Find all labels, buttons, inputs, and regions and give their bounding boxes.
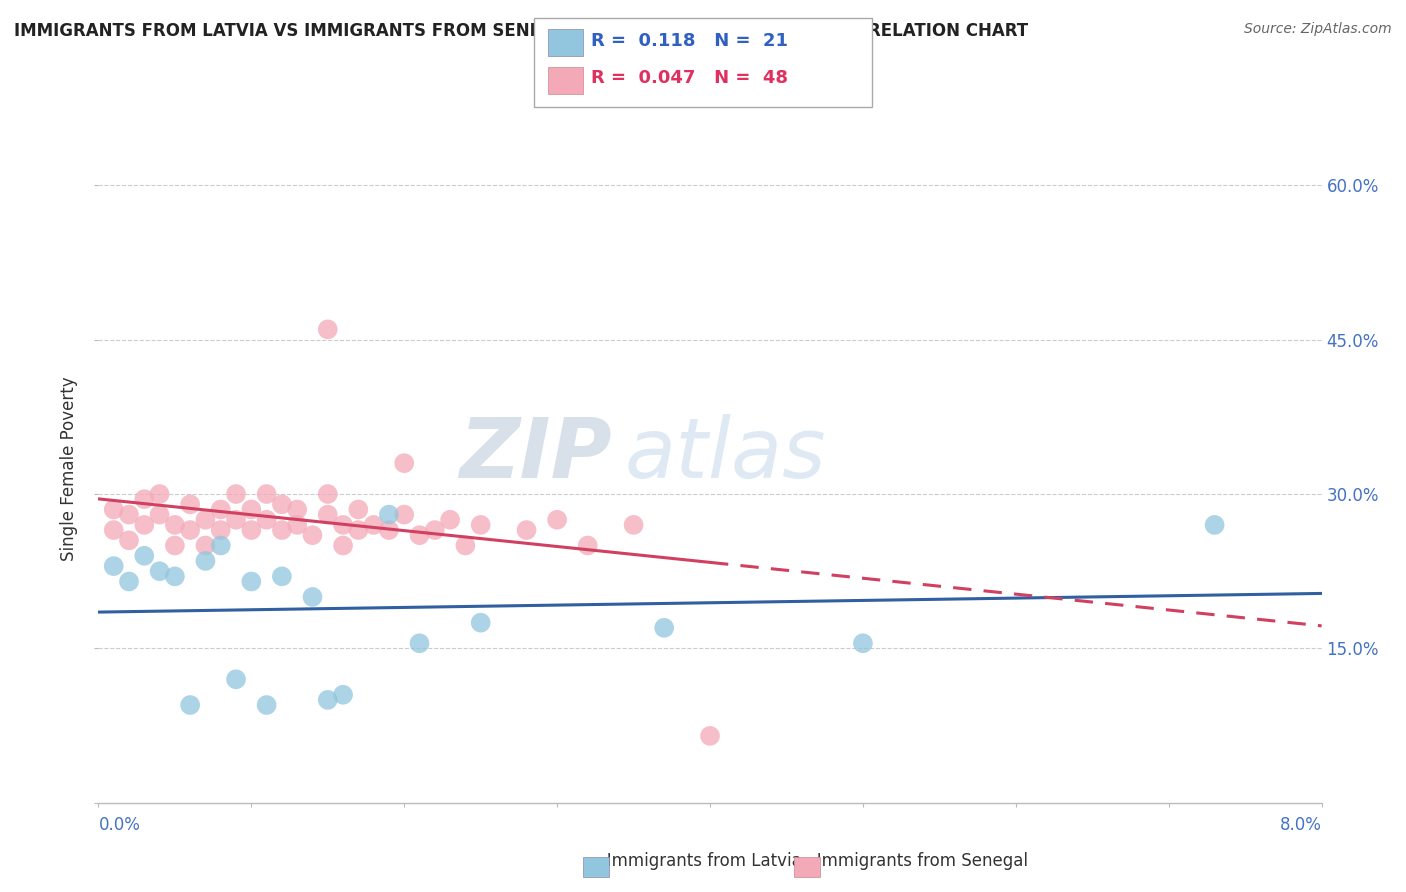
Point xyxy=(134,517,156,532)
Point xyxy=(240,502,263,516)
Point xyxy=(209,539,232,553)
Point xyxy=(256,513,278,527)
Text: IMMIGRANTS FROM LATVIA VS IMMIGRANTS FROM SENEGAL SINGLE FEMALE POVERTY CORRELAT: IMMIGRANTS FROM LATVIA VS IMMIGRANTS FRO… xyxy=(14,22,1028,40)
Point xyxy=(408,636,430,650)
Point xyxy=(194,554,217,568)
Point xyxy=(134,549,156,563)
Point xyxy=(163,517,186,532)
Point xyxy=(179,523,201,537)
Point xyxy=(285,502,308,516)
Point xyxy=(225,487,247,501)
Point xyxy=(699,729,721,743)
Point xyxy=(149,564,172,578)
Point xyxy=(163,539,186,553)
Point xyxy=(285,517,308,532)
Point xyxy=(118,508,141,522)
Point xyxy=(270,569,294,583)
Point xyxy=(103,559,125,574)
Point xyxy=(270,497,294,511)
Point xyxy=(454,539,477,553)
Point xyxy=(378,508,401,522)
Point xyxy=(332,688,354,702)
Point xyxy=(149,508,172,522)
Point xyxy=(179,497,201,511)
Point xyxy=(225,673,247,687)
Point xyxy=(316,508,339,522)
Point xyxy=(408,528,430,542)
Point xyxy=(363,517,385,532)
Point xyxy=(332,517,354,532)
Point xyxy=(392,456,416,470)
Point xyxy=(134,492,156,507)
Point xyxy=(118,533,141,548)
Point xyxy=(516,523,538,537)
Point xyxy=(470,517,492,532)
Point xyxy=(439,513,461,527)
Text: 8.0%: 8.0% xyxy=(1279,816,1322,834)
Point xyxy=(347,523,370,537)
Point xyxy=(316,693,339,707)
Text: ZIP: ZIP xyxy=(460,415,612,495)
Y-axis label: Single Female Poverty: Single Female Poverty xyxy=(60,376,79,560)
Text: R =  0.118   N =  21: R = 0.118 N = 21 xyxy=(591,32,787,50)
Point xyxy=(256,487,278,501)
Point xyxy=(852,636,875,650)
Point xyxy=(378,523,401,537)
Point xyxy=(1204,517,1226,532)
Point xyxy=(103,502,125,516)
Point xyxy=(225,513,247,527)
Point xyxy=(623,517,645,532)
Point xyxy=(270,523,294,537)
Point xyxy=(194,539,217,553)
Point xyxy=(316,487,339,501)
Point xyxy=(470,615,492,630)
Point xyxy=(546,513,568,527)
Point xyxy=(149,487,172,501)
Text: Immigrants from Senegal: Immigrants from Senegal xyxy=(801,852,1028,870)
Point xyxy=(347,502,370,516)
Point xyxy=(256,698,278,712)
Text: Immigrants from Latvia: Immigrants from Latvia xyxy=(591,852,801,870)
Point xyxy=(652,621,675,635)
Point xyxy=(103,523,125,537)
Point xyxy=(240,574,263,589)
Text: 0.0%: 0.0% xyxy=(98,816,141,834)
Point xyxy=(332,539,354,553)
Point xyxy=(209,502,232,516)
Text: Source: ZipAtlas.com: Source: ZipAtlas.com xyxy=(1244,22,1392,37)
Point xyxy=(301,528,323,542)
Point xyxy=(423,523,446,537)
Point xyxy=(240,523,263,537)
Point xyxy=(392,508,416,522)
Point xyxy=(179,698,201,712)
Point xyxy=(209,523,232,537)
Text: atlas: atlas xyxy=(624,415,827,495)
Point xyxy=(163,569,186,583)
Point xyxy=(118,574,141,589)
Point xyxy=(194,513,217,527)
Point xyxy=(576,539,599,553)
Text: R =  0.047   N =  48: R = 0.047 N = 48 xyxy=(591,70,787,87)
Point xyxy=(316,322,339,336)
Point xyxy=(301,590,323,604)
